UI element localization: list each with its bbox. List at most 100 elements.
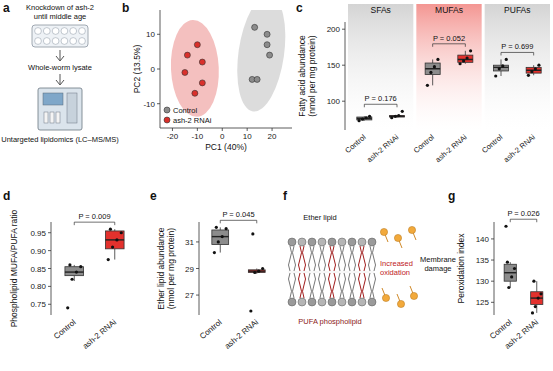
point	[221, 235, 224, 238]
lipid-tail	[313, 246, 316, 271]
point	[429, 71, 432, 74]
facet-background	[485, 4, 550, 130]
well	[70, 28, 77, 35]
point	[252, 24, 258, 30]
legend-label: Control	[173, 106, 198, 115]
y-tick-label: 130	[476, 277, 490, 286]
panel-label: a	[3, 1, 10, 15]
point	[506, 261, 509, 264]
oxidized-head	[382, 294, 389, 301]
point	[530, 70, 533, 73]
point	[534, 305, 537, 308]
x-tick-label: -10	[192, 132, 204, 141]
y-tick	[342, 65, 345, 66]
lipid-tail	[299, 273, 302, 298]
lipid-head	[308, 238, 316, 246]
box	[458, 55, 473, 62]
well	[70, 38, 77, 45]
y-tick-label: 0.85	[30, 265, 46, 274]
diagram-label: PUFA phospholipid	[298, 317, 361, 326]
x-tick-label: ash-2 RNAi	[502, 132, 537, 164]
x-tick-label: ash-2 RNAi	[81, 317, 118, 350]
x-tick-label: Control	[480, 132, 505, 155]
p-value: P = 0.009	[78, 212, 110, 221]
y-axis-line	[345, 22, 346, 130]
y-axis-label: (nmol per mg protein)	[166, 228, 176, 309]
y-axis-label: Phospholipid MUFA/PUFA ratio	[9, 209, 19, 327]
figure: aKnockdown of ash-2until middle ageWhole…	[0, 0, 553, 371]
lipid-tail	[343, 273, 346, 298]
well	[52, 38, 59, 45]
lipid-head	[318, 298, 326, 306]
point	[397, 114, 400, 117]
lipid-tail	[359, 273, 362, 298]
whisker-low	[220, 245, 221, 253]
point	[111, 245, 114, 248]
point	[532, 280, 535, 283]
point	[390, 116, 393, 119]
x-tick-label: 0	[220, 132, 225, 141]
oxidized-head	[408, 226, 415, 233]
point	[254, 76, 260, 82]
box	[531, 292, 543, 305]
point	[361, 118, 364, 121]
lipid-tail	[343, 246, 346, 271]
y-tick	[157, 69, 160, 70]
panel-label: e	[150, 189, 157, 203]
lipid-tail	[303, 246, 306, 271]
lipid-tail	[373, 246, 376, 271]
well	[43, 28, 50, 35]
median	[212, 236, 229, 237]
x-tick	[222, 128, 223, 131]
box	[105, 231, 124, 249]
y-tick-label: -10	[143, 100, 155, 109]
point	[368, 115, 371, 118]
p-value: P = 0.045	[222, 210, 254, 219]
y-tick	[342, 29, 345, 30]
lipid-head	[318, 238, 326, 246]
lipid-tail	[309, 273, 312, 298]
x-tick	[272, 128, 273, 131]
diagram-label: damage	[424, 264, 451, 273]
bilayer-midline	[288, 272, 374, 273]
lipid-head	[298, 298, 306, 306]
p-bracket	[501, 52, 534, 55]
point	[225, 227, 228, 230]
step-text: until middle age	[34, 12, 87, 21]
arrow	[56, 74, 64, 85]
diagram-label: oxidation	[380, 268, 410, 277]
point	[70, 278, 73, 281]
point	[115, 238, 118, 241]
point	[253, 271, 256, 274]
lipid-tail	[319, 246, 322, 271]
box	[504, 264, 516, 281]
point	[458, 62, 461, 65]
lipid-head	[368, 238, 376, 246]
vial	[50, 112, 54, 123]
point	[504, 225, 507, 228]
y-tick	[196, 241, 199, 242]
x-tick-label: ash-2 RNAi	[365, 132, 400, 164]
p-value: P = 0.052	[433, 34, 465, 43]
y-tick-label: 0.80	[30, 282, 46, 291]
y-tick	[157, 103, 160, 104]
y-tick-label: 135	[476, 256, 490, 265]
arrow	[56, 50, 64, 61]
lipid-tail	[309, 246, 312, 271]
y-tick	[196, 268, 199, 269]
y-tick	[48, 250, 51, 251]
well	[43, 38, 50, 45]
y-axis-label: PC2 (13.5%)	[132, 45, 142, 94]
point	[194, 42, 200, 48]
point	[109, 228, 112, 231]
y-tick-label: 150	[327, 61, 341, 70]
y-tick	[196, 295, 199, 296]
y-tick-label: 200	[327, 25, 341, 34]
y-tick-label: 0.75	[30, 300, 46, 309]
point	[107, 258, 110, 261]
median	[65, 271, 84, 272]
confidence-ellipse	[230, 10, 292, 115]
step-text: Whole-worm lysate	[28, 63, 92, 72]
box-group	[357, 110, 405, 123]
lipid-tail	[323, 246, 326, 271]
